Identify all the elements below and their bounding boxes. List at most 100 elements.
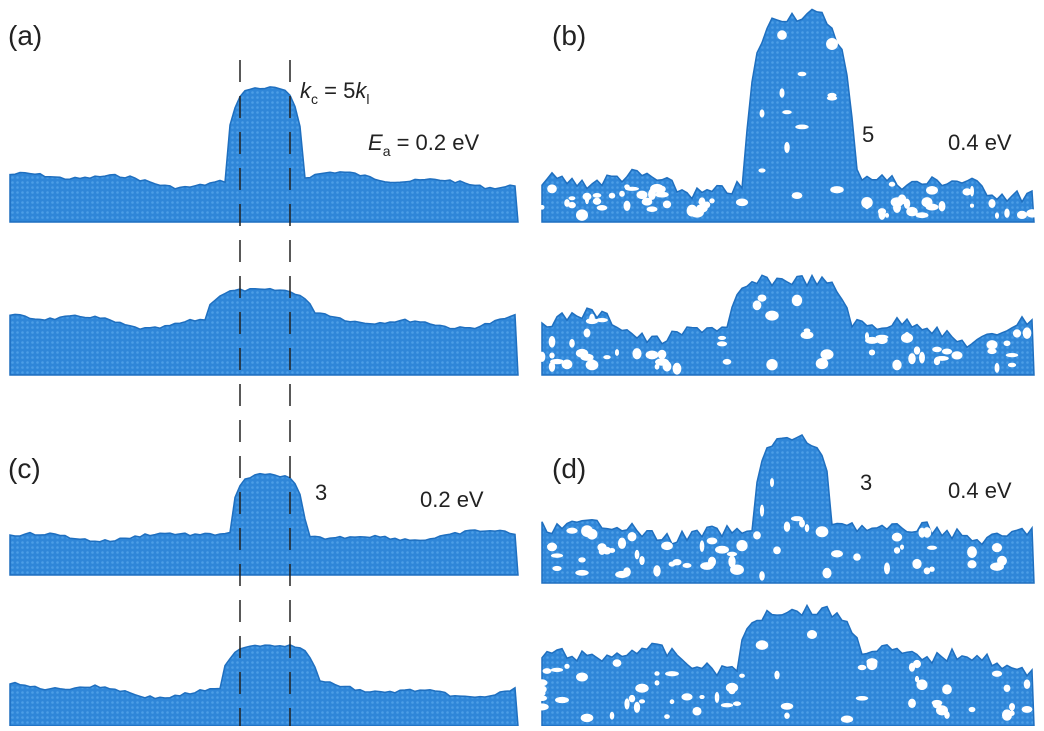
void bbox=[575, 569, 589, 576]
symbol: E bbox=[368, 130, 383, 155]
void bbox=[580, 713, 594, 723]
void bbox=[655, 358, 669, 366]
void bbox=[820, 349, 834, 360]
rate-ratio: 3 bbox=[315, 480, 327, 505]
void bbox=[759, 504, 765, 517]
surfaces bbox=[9, 8, 1038, 727]
void bbox=[706, 537, 718, 545]
void bbox=[783, 521, 791, 532]
void bbox=[919, 351, 925, 364]
void bbox=[550, 667, 564, 673]
void bbox=[632, 348, 642, 360]
void bbox=[1007, 362, 1017, 368]
void bbox=[991, 543, 1003, 553]
void bbox=[692, 706, 702, 716]
void bbox=[991, 670, 1003, 677]
void bbox=[617, 537, 627, 549]
void bbox=[926, 545, 938, 550]
void bbox=[853, 553, 861, 561]
void bbox=[542, 668, 552, 674]
void bbox=[755, 640, 769, 650]
void bbox=[1016, 210, 1028, 220]
void bbox=[962, 188, 972, 196]
void bbox=[893, 547, 901, 554]
void bbox=[576, 672, 588, 682]
energy: 0.4 eV bbox=[948, 478, 1012, 503]
void bbox=[596, 318, 608, 323]
void bbox=[840, 715, 854, 723]
void bbox=[790, 516, 804, 522]
void bbox=[1005, 352, 1019, 358]
void bbox=[912, 558, 922, 569]
void bbox=[951, 351, 963, 360]
void bbox=[657, 349, 667, 360]
void bbox=[564, 663, 570, 669]
void bbox=[918, 527, 926, 538]
void bbox=[908, 662, 916, 672]
void bbox=[654, 680, 660, 686]
void bbox=[904, 331, 910, 341]
void bbox=[891, 532, 903, 542]
void bbox=[584, 194, 590, 205]
panel-label: (c) bbox=[8, 453, 41, 484]
void bbox=[539, 204, 545, 210]
void bbox=[568, 201, 576, 209]
void bbox=[861, 196, 873, 209]
void bbox=[913, 346, 921, 355]
surface bbox=[9, 86, 519, 223]
void bbox=[661, 541, 673, 551]
void bbox=[537, 685, 547, 694]
surface bbox=[541, 8, 1035, 223]
void bbox=[619, 190, 625, 197]
void bbox=[757, 294, 767, 302]
void bbox=[653, 565, 661, 577]
void bbox=[938, 200, 946, 212]
void bbox=[923, 567, 931, 575]
surface bbox=[9, 472, 519, 576]
void bbox=[635, 683, 649, 693]
void bbox=[1003, 684, 1011, 693]
void bbox=[926, 186, 938, 195]
surface bbox=[541, 603, 1035, 727]
void bbox=[1009, 710, 1015, 717]
void bbox=[990, 562, 1004, 571]
void bbox=[623, 567, 631, 577]
void bbox=[624, 184, 630, 190]
void bbox=[868, 349, 876, 356]
void bbox=[664, 714, 670, 719]
rate-ratio: 3 bbox=[860, 470, 872, 495]
void bbox=[633, 701, 641, 713]
void bbox=[634, 549, 640, 560]
void bbox=[645, 350, 659, 360]
void bbox=[815, 526, 829, 538]
void bbox=[752, 300, 762, 311]
void bbox=[994, 212, 1000, 219]
void bbox=[1009, 702, 1015, 711]
void bbox=[646, 206, 658, 213]
void bbox=[699, 694, 705, 700]
text: = 5 bbox=[318, 78, 355, 103]
void bbox=[568, 196, 576, 201]
void bbox=[784, 712, 790, 719]
void bbox=[535, 703, 549, 711]
void bbox=[709, 198, 715, 204]
void bbox=[549, 352, 555, 359]
void bbox=[942, 684, 952, 695]
void bbox=[932, 346, 942, 353]
void bbox=[592, 197, 602, 205]
void bbox=[1004, 208, 1010, 218]
void bbox=[986, 340, 998, 350]
void bbox=[665, 671, 679, 677]
void bbox=[548, 361, 556, 372]
void bbox=[585, 359, 599, 371]
void bbox=[795, 124, 809, 130]
void bbox=[716, 341, 728, 347]
void bbox=[784, 141, 790, 154]
void bbox=[968, 706, 976, 713]
void bbox=[888, 181, 896, 187]
void bbox=[779, 88, 785, 98]
void bbox=[624, 698, 630, 710]
void bbox=[736, 539, 748, 552]
void bbox=[650, 183, 664, 193]
